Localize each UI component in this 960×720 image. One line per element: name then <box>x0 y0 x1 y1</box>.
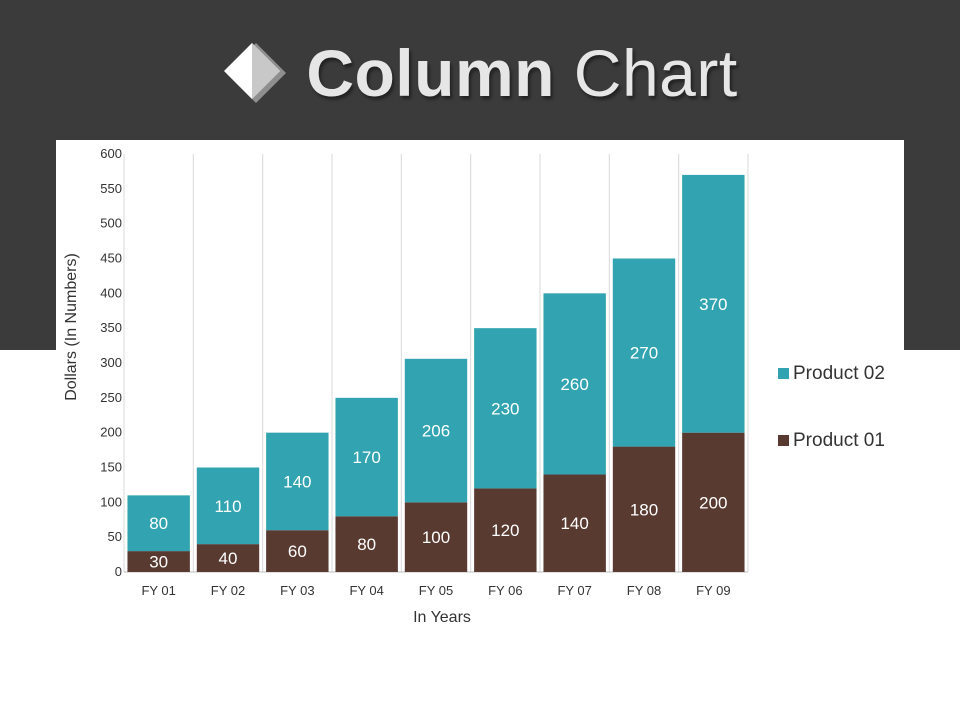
data-label: 180 <box>630 500 658 519</box>
x-tick-label: FY 04 <box>349 583 383 598</box>
data-label: 30 <box>149 553 168 572</box>
legend-swatch <box>778 435 789 446</box>
y-tick-label: 50 <box>108 529 122 544</box>
bar-segment <box>127 495 190 552</box>
data-label: 260 <box>560 375 588 394</box>
y-tick-label: 350 <box>100 320 122 335</box>
data-label: 200 <box>699 493 727 512</box>
data-label: 110 <box>214 497 241 516</box>
x-tick-label: FY 03 <box>280 583 314 598</box>
bar-segment <box>682 432 745 572</box>
y-tick-label: 600 <box>100 146 122 161</box>
diamond-icon <box>224 43 287 103</box>
data-label: 80 <box>357 535 376 554</box>
bar-segment <box>474 488 537 572</box>
data-label: 100 <box>422 528 450 547</box>
data-label: 170 <box>352 448 380 467</box>
y-tick-label: 300 <box>100 355 122 370</box>
data-label: 370 <box>699 295 727 314</box>
legend-swatch <box>778 368 789 379</box>
bar-segment <box>474 328 537 489</box>
data-label: 60 <box>288 542 307 561</box>
data-label: 40 <box>219 549 238 568</box>
bar-segment <box>127 551 190 572</box>
x-tick-label: FY 02 <box>211 583 245 598</box>
legend-label: Product 01 <box>793 430 885 451</box>
page-title: Column Chart <box>306 35 737 111</box>
y-tick-label: 550 <box>100 181 122 196</box>
data-label: 230 <box>491 399 519 418</box>
bar-segment <box>682 174 745 433</box>
title-rest-word: Chart <box>573 36 738 110</box>
data-label: 80 <box>149 514 168 533</box>
bar-segment <box>612 446 676 572</box>
bar-segment <box>266 432 329 531</box>
title-row: Column Chart <box>0 28 960 118</box>
bar-segment <box>404 358 468 503</box>
bar-segment <box>196 544 260 572</box>
y-tick-label: 100 <box>100 494 122 509</box>
bar-segment <box>543 293 606 475</box>
x-tick-label: FY 05 <box>419 583 453 598</box>
x-tick-label: FY 06 <box>488 583 522 598</box>
bars-layer <box>127 174 745 572</box>
y-tick-label: 0 <box>115 564 122 579</box>
data-label: 140 <box>560 514 588 533</box>
ticks-layer: 0 50 100 150 200 250 300 350 400 450 500 550 600 FY 0… <box>100 146 730 598</box>
bar-segment <box>335 397 398 517</box>
y-tick-label: 450 <box>100 251 122 266</box>
title-bold-word: Column <box>306 36 555 110</box>
y-tick-label: 150 <box>100 460 122 475</box>
x-tick-label: FY 09 <box>696 583 730 598</box>
data-label: 206 <box>422 422 450 441</box>
x-axis-title: In Years <box>413 609 471 626</box>
data-label: 120 <box>491 521 519 540</box>
y-tick-label: 400 <box>100 285 122 300</box>
bar-segment <box>404 502 468 572</box>
bar-segment <box>266 530 329 572</box>
bar-segment <box>543 474 606 572</box>
y-tick-label: 200 <box>100 425 122 440</box>
x-tick-label: FY 07 <box>557 583 591 598</box>
column-chart: 30 80 40 110 60 140 80 170 100 206 120 230 140 260 180… <box>63 146 885 626</box>
x-tick-label: FY 01 <box>141 583 175 598</box>
labels-layer: 30 80 40 110 60 140 80 170 100 206 120 230 140 260 180… <box>149 295 727 572</box>
x-tick-label: FY 08 <box>627 583 661 598</box>
bar-segment <box>335 516 398 572</box>
y-tick-label: 500 <box>100 216 122 231</box>
bar-segment <box>196 467 260 545</box>
y-axis-title: Dollars (In Numbers) <box>63 253 80 401</box>
y-tick-label: 250 <box>100 390 122 405</box>
chart-panel: 30 80 40 110 60 140 80 170 100 206 120 230 140 260 180… <box>56 140 904 640</box>
bar-segment <box>612 258 676 447</box>
legend-label: Product 02 <box>793 363 885 384</box>
data-label: 270 <box>630 344 658 363</box>
data-label: 140 <box>283 472 311 491</box>
legend: Product 02 Product 01 <box>778 363 885 451</box>
